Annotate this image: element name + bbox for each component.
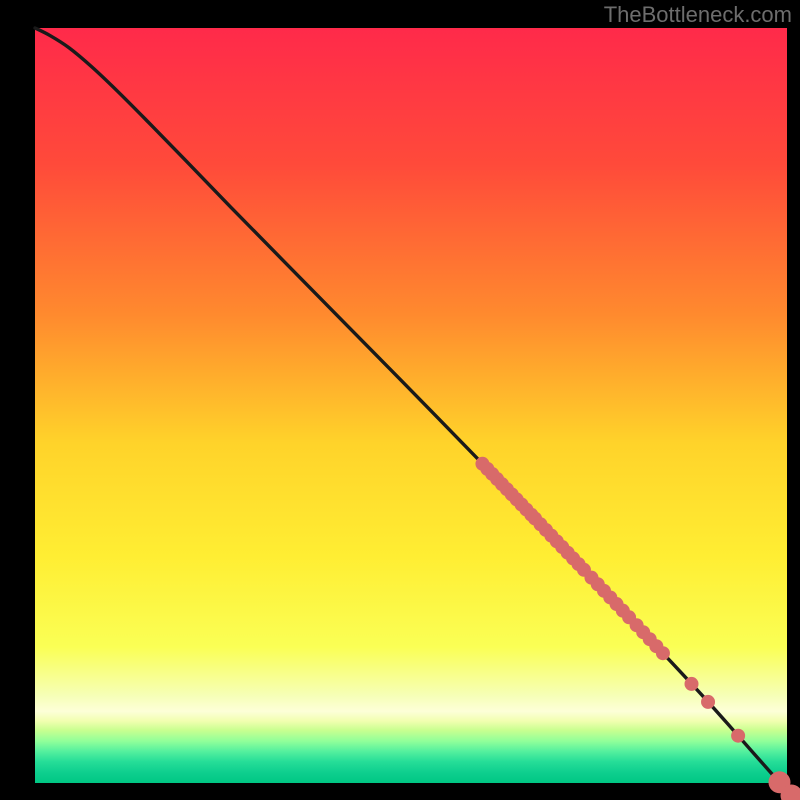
watermark-label: TheBottleneck.com	[604, 2, 792, 28]
gradient-background	[35, 28, 787, 783]
data-point	[685, 677, 699, 691]
data-point	[656, 646, 670, 660]
chart-svg	[0, 0, 800, 800]
chart-container: TheBottleneck.com	[0, 0, 800, 800]
data-point	[731, 729, 745, 743]
data-point	[701, 695, 715, 709]
